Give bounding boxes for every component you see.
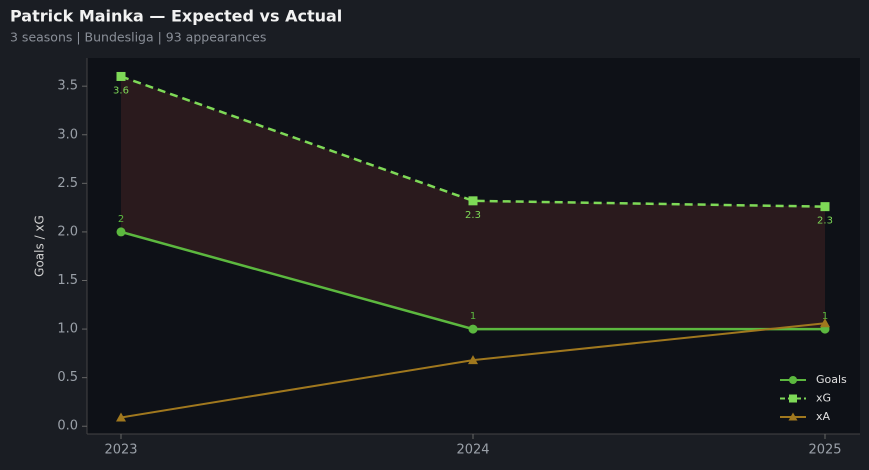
point [468, 324, 478, 334]
legend-marker [788, 412, 798, 421]
point [116, 71, 126, 81]
x-tick-label: 2025 [808, 443, 841, 458]
series-line [120, 75, 826, 208]
legend-marker [789, 394, 797, 403]
y-tick-label: 2.5 [57, 176, 78, 191]
legend-label: Goals [816, 373, 847, 386]
data-label: 2.3 [817, 216, 833, 227]
x-tick-label: 2024 [456, 443, 489, 458]
y-axis-label: Goals / xG [33, 215, 47, 277]
y-tick-label: 3.5 [57, 79, 78, 94]
y-tick-label: 0.0 [57, 419, 78, 434]
y-tick-label: 3.0 [57, 127, 78, 142]
legend-label: xA [816, 410, 831, 423]
data-label: 3.6 [113, 85, 129, 96]
chart-subtitle: 3 seasons | Bundesliga | 93 appearances [10, 30, 266, 45]
data-label: 2 [118, 214, 124, 225]
point [820, 318, 830, 328]
data-label: 1 [470, 311, 476, 322]
point [820, 202, 830, 212]
y-tick-label: 2.0 [57, 224, 78, 239]
chart-title: Patrick Mainka — Expected vs Actual [10, 7, 342, 26]
legend-marker [789, 376, 797, 384]
point [116, 412, 126, 422]
legend-label: xG [816, 392, 831, 405]
y-tick-label: 1.0 [57, 322, 78, 337]
y-tick-label: 1.5 [57, 273, 78, 288]
data-label: 2.3 [465, 210, 481, 221]
x-tick-label: 2023 [104, 443, 137, 458]
point [116, 227, 126, 237]
point [468, 355, 478, 365]
data-label: 1 [822, 311, 828, 322]
y-tick-label: 0.5 [57, 370, 78, 385]
point [468, 196, 478, 206]
